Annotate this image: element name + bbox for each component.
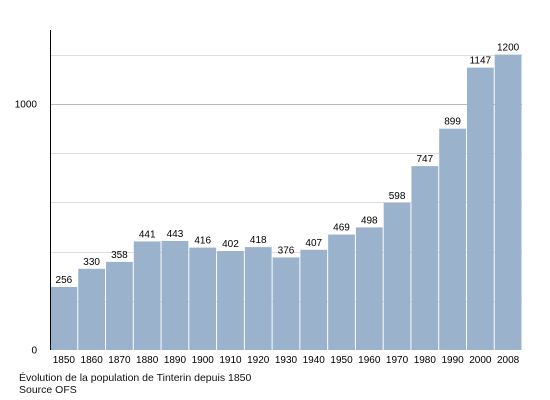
data-label: 418 [250, 235, 267, 246]
data-label: 441 [139, 229, 156, 240]
x-tick-label: 1880 [136, 355, 159, 366]
bar [78, 268, 106, 350]
bar [355, 227, 383, 350]
bar [217, 251, 244, 350]
bar [411, 166, 439, 350]
bar [494, 54, 522, 350]
bar [50, 286, 78, 350]
bar [466, 67, 494, 351]
data-label: 747 [416, 154, 433, 165]
x-tick-label: 1920 [247, 355, 270, 366]
axes: 1850 1860 1870 1880 1890 1900 1910 1920 1930 1940… [15, 30, 520, 366]
data-label: 416 [194, 236, 211, 247]
bar [383, 202, 411, 350]
x-tick-label: 1960 [358, 355, 381, 366]
y-tick-label: 0 [31, 346, 37, 357]
data-label: 1147 [470, 56, 492, 67]
data-labels: 256 330 358 441 443 416 402 418 376 407 469 498 598 7… [56, 43, 520, 286]
data-label: 376 [278, 245, 295, 256]
x-tick-label: 1850 [53, 355, 76, 366]
x-tick-label: 1970 [386, 355, 409, 366]
bar [133, 241, 161, 350]
data-label: 899 [444, 117, 461, 128]
data-label: 469 [333, 223, 350, 234]
x-tick-label: 1980 [414, 355, 437, 366]
x-tick-label: 2000 [469, 355, 492, 366]
bar [189, 247, 217, 350]
x-tick-label: 1930 [275, 355, 298, 366]
data-label: 1200 [497, 43, 520, 54]
data-label: 598 [389, 191, 406, 202]
bar [272, 257, 300, 350]
data-label: 256 [56, 275, 73, 286]
x-tick-label: 1870 [108, 355, 131, 366]
x-tick-label: 1990 [441, 355, 464, 366]
x-tick-label: 1900 [192, 355, 215, 366]
y-tick-label: 1000 [15, 99, 38, 110]
bars [50, 54, 522, 351]
x-tick-label: 2008 [497, 355, 520, 366]
bar [106, 261, 133, 350]
data-label: 330 [83, 257, 100, 268]
bar [244, 247, 272, 350]
data-label: 402 [222, 239, 239, 250]
bar [300, 249, 328, 350]
x-tick-label: 1890 [164, 355, 187, 366]
x-tick-label: 1860 [81, 355, 104, 366]
bar [439, 128, 466, 350]
data-label: 358 [111, 250, 128, 261]
data-label: 443 [167, 229, 184, 240]
data-label: 407 [305, 238, 322, 249]
chart-caption: Évolution de la population de Tinterin d… [19, 372, 252, 384]
data-label: 498 [361, 215, 378, 226]
bar [161, 240, 189, 350]
x-tick-label: 1950 [330, 355, 353, 366]
chart-source: Source OFS [19, 384, 77, 396]
x-tick-label: 1940 [303, 355, 326, 366]
x-tick-label: 1910 [219, 355, 242, 366]
bar [328, 234, 355, 350]
